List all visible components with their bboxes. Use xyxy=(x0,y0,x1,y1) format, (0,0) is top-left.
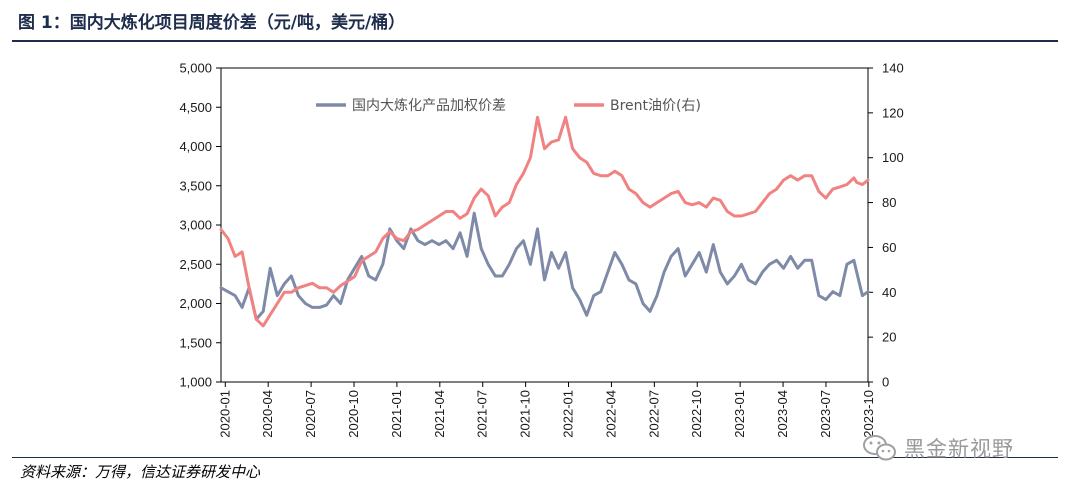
y-right-tick-label: 100 xyxy=(882,150,904,165)
x-tick-label: 2022-04 xyxy=(603,390,618,438)
x-tick-label: 2020-07 xyxy=(303,390,318,438)
y-right-tick-label: 20 xyxy=(882,330,896,345)
y-right-tick-label: 0 xyxy=(882,375,889,390)
wechat-icon xyxy=(863,435,896,461)
y-right-tick-label: 120 xyxy=(882,105,904,120)
y-left-tick-label: 3,000 xyxy=(179,218,212,233)
y-left-tick-label: 2,000 xyxy=(179,296,212,311)
y-right-tick-label: 60 xyxy=(882,240,896,255)
footer-divider xyxy=(12,457,1058,458)
x-tick-label: 2023-04 xyxy=(775,390,790,438)
x-tick-label: 2021-07 xyxy=(475,390,490,438)
y-left-tick-label: 1,500 xyxy=(179,335,212,350)
x-tick-label: 2020-10 xyxy=(346,390,361,438)
x-tick-label: 2021-01 xyxy=(389,390,404,438)
source-note: 资料来源：万得，信达证券研发中心 xyxy=(20,463,261,481)
page-title: 图 1：国内大炼化项目周度价差（元/吨，美元/桶） xyxy=(18,13,406,33)
y-right-tick-label: 40 xyxy=(882,285,896,300)
x-tick-label: 2020-01 xyxy=(217,390,232,438)
y-right-tick-label: 140 xyxy=(882,61,904,76)
y-left-tick-label: 3,500 xyxy=(179,178,212,193)
y-left-tick-label: 2,500 xyxy=(179,257,212,272)
x-tick-label: 2020-04 xyxy=(260,390,275,438)
plot-frame xyxy=(220,67,869,383)
y-left-tick-label: 5,000 xyxy=(179,61,212,76)
x-tick-label: 2023-01 xyxy=(732,390,747,438)
line-chart: 1,000 1,500 2,000 2,500 3,000 3,500 4,000 4,500… xyxy=(179,61,904,438)
x-tick-label: 2023-10 xyxy=(861,390,876,438)
x-tick-label: 2022-07 xyxy=(646,390,661,438)
x-tick-label: 2022-01 xyxy=(561,390,576,438)
watermark: 黑金新视野 xyxy=(862,433,1014,463)
x-tick-label: 2021-10 xyxy=(518,390,533,438)
x-tick-label: 2023-07 xyxy=(818,390,833,438)
legend-label-2: Brent油价(右) xyxy=(610,98,701,114)
x-tick-label: 2021-04 xyxy=(432,390,447,438)
legend-label-1: 国内大炼化产品加权价差 xyxy=(352,98,506,114)
y-left-tick-label: 1,000 xyxy=(179,375,212,390)
watermark-text: 黑金新视野 xyxy=(904,437,1014,461)
x-tick-label: 2022-10 xyxy=(689,390,704,438)
y-left-tick-label: 4,000 xyxy=(179,139,212,154)
title-divider xyxy=(12,40,1058,42)
series-line-2 xyxy=(219,115,870,328)
y-left-tick-label: 4,500 xyxy=(179,100,212,115)
series-line-1 xyxy=(219,211,870,321)
y-right-tick-label: 80 xyxy=(882,195,896,210)
